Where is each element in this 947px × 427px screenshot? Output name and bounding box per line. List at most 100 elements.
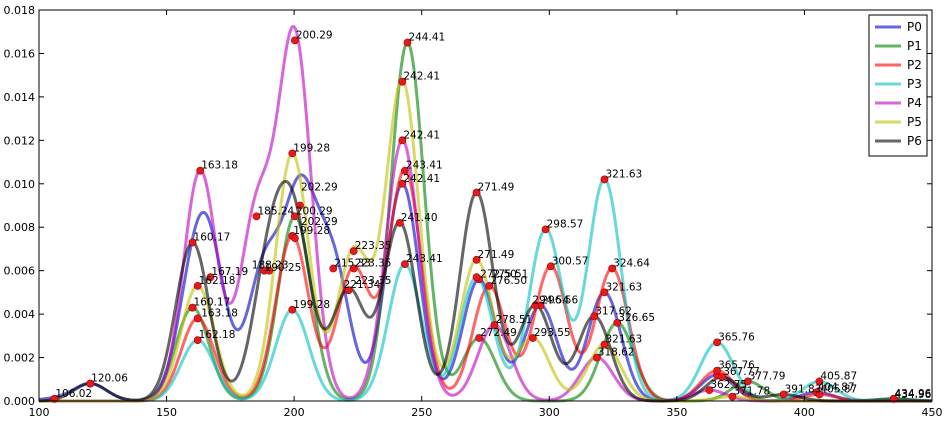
peak-label: 321.63 xyxy=(605,281,642,293)
peak-label: 162.18 xyxy=(199,329,236,341)
peak-label: 321.63 xyxy=(605,168,642,180)
y-tick-label: 0.010 xyxy=(4,178,36,191)
legend-label-p3: P3 xyxy=(907,77,922,91)
points-layer xyxy=(50,36,898,403)
peak-label: 371.78 xyxy=(733,386,770,398)
peak-label: 160.17 xyxy=(194,297,231,309)
legend-label-p4: P4 xyxy=(907,96,922,110)
data-point-p5-4 xyxy=(472,255,481,264)
peak-label: 215.33 xyxy=(334,257,371,269)
peak-label: 199.28 xyxy=(293,225,330,237)
peak-label: 242.41 xyxy=(403,173,440,185)
peak-label: 242.41 xyxy=(403,71,440,83)
data-point-p0-5 xyxy=(296,201,304,210)
data-point-p5-2 xyxy=(349,247,358,256)
y-tick-label: 0.002 xyxy=(4,352,36,365)
data-point-p6-1 xyxy=(188,238,197,247)
data-point-p4-6 xyxy=(705,386,714,395)
data-point-p2-7 xyxy=(713,366,721,375)
series-line-p3 xyxy=(38,177,933,403)
data-point-p5-1 xyxy=(288,149,297,158)
data-point-p4-3 xyxy=(398,136,407,145)
x-tick-label: 150 xyxy=(156,406,177,419)
data-point-p5-3 xyxy=(398,77,407,86)
data-point-p6-6 xyxy=(472,188,481,197)
data-point-p4-0 xyxy=(196,166,205,175)
data-point-p5-5 xyxy=(528,334,537,342)
peak-label: 163.18 xyxy=(201,160,238,172)
legend-label-p6: P6 xyxy=(907,134,922,148)
y-tick-label: 0.016 xyxy=(4,47,36,60)
data-point-p6-5 xyxy=(395,218,404,227)
data-point-p3-1 xyxy=(288,305,297,314)
peak-label: 365.76 xyxy=(718,360,755,372)
data-point-p1-5 xyxy=(743,377,752,386)
peak-label: 298.57 xyxy=(547,218,584,230)
data-point-p5-7 xyxy=(728,392,737,401)
peak-label: 434.96 xyxy=(895,389,932,401)
x-tick-label: 450 xyxy=(922,406,943,419)
data-point-p4-1 xyxy=(252,212,261,221)
peak-label: 405.87 xyxy=(820,370,857,382)
peak-label: 223.35 xyxy=(355,275,392,287)
peak-label: 221.34 xyxy=(344,279,381,291)
data-point-p6-4 xyxy=(344,286,353,295)
peak-label: 318.62 xyxy=(598,347,635,359)
peak-label: 162.18 xyxy=(199,275,236,287)
peak-label: 434.96 xyxy=(895,388,932,400)
peak-label: 242.41 xyxy=(403,129,440,141)
data-point-p3-3 xyxy=(472,273,481,282)
peak-label: 275.51 xyxy=(492,268,529,280)
peak-label: 321.63 xyxy=(605,334,642,346)
peak-label: 199.28 xyxy=(293,142,330,154)
peak-label: 294.54 xyxy=(532,294,569,306)
data-point-p6-8 xyxy=(590,312,599,321)
data-point-p2-2 xyxy=(349,264,358,273)
legend: P0 P1 P2 P3 P4 P5 P6 xyxy=(868,14,928,157)
peak-label: 199.28 xyxy=(293,299,330,311)
peak-label: 377.79 xyxy=(749,370,786,382)
peak-label: 324.64 xyxy=(613,257,650,269)
peak-label: 163.18 xyxy=(201,307,238,319)
data-point-p6-9 xyxy=(718,373,727,382)
data-point-p1-4 xyxy=(613,318,622,327)
peak-label: 190.25 xyxy=(265,262,302,274)
legend-label-p2: P2 xyxy=(907,58,922,72)
data-point-p3-6 xyxy=(713,338,721,347)
peak-label: 120.06 xyxy=(91,373,128,385)
x-tick-label: 350 xyxy=(666,406,687,419)
peak-label: 223.35 xyxy=(355,257,392,269)
data-point-p6-10 xyxy=(779,390,788,399)
peak-label: 202.29 xyxy=(301,181,338,193)
peak-label: 167.19 xyxy=(211,266,248,278)
peak-label: 241.40 xyxy=(401,212,438,224)
data-point-p5-6 xyxy=(600,340,609,349)
peak-label: 367.77 xyxy=(723,366,760,378)
peak-label: 391.83 xyxy=(785,383,822,395)
peak-label: 276.50 xyxy=(490,275,527,287)
y-tick-label: 0.012 xyxy=(4,134,36,147)
data-point-p6-0 xyxy=(86,379,95,388)
data-point-p3-0 xyxy=(193,336,202,345)
data-point-p3-4 xyxy=(541,225,550,234)
peak-label: 317.62 xyxy=(595,305,632,317)
x-tick-label: 100 xyxy=(29,406,50,419)
y-tick-label: 0.000 xyxy=(4,395,36,408)
y-tick-label: 0.014 xyxy=(4,91,36,104)
peak-label: 272.49 xyxy=(480,327,517,339)
peak-label: 293.55 xyxy=(534,327,571,339)
data-point-p0-10 xyxy=(600,288,609,297)
y-tick-label: 0.006 xyxy=(4,265,36,278)
legend-label-p1: P1 xyxy=(907,39,922,53)
data-point-p2-0 xyxy=(193,314,202,323)
peak-label: 244.41 xyxy=(408,32,445,44)
peak-label: 200.29 xyxy=(296,29,333,41)
x-tick-label: 250 xyxy=(411,406,432,419)
x-tick-label: 400 xyxy=(794,406,815,419)
data-point-p1-0 xyxy=(188,303,197,312)
plot-frame xyxy=(38,9,933,402)
x-tick-label: 200 xyxy=(284,406,305,419)
peak-label: 202.29 xyxy=(301,216,338,228)
axes-layer: 100 150 200 250 300 350 400 450 0.000 0.002 0.004 0… xyxy=(4,4,943,419)
